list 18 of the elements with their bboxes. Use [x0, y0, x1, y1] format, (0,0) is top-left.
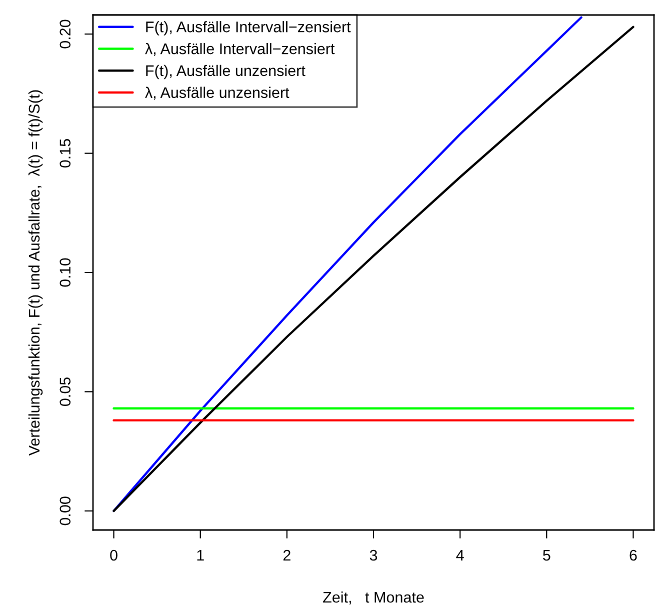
x-tick-label: 1 [197, 550, 204, 561]
legend-label: λ, Ausfälle Intervall−zensiert [145, 42, 335, 56]
y-tick-label: 0.00 [60, 496, 71, 526]
x-tick-label: 0 [110, 550, 118, 561]
x-tick-label: 4 [456, 550, 464, 561]
x-tick-label: 2 [283, 550, 290, 561]
y-axis-title: Verteilungsfunktion, F(t) und Ausfallrate, λ(t) = f(t)/S(t) [28, 90, 43, 456]
x-axis-title: Zeit, t Monate [323, 591, 424, 604]
legend-label: λ, Ausfälle unzensiert [145, 86, 290, 100]
legend-label: F(t), Ausfälle unzensiert [146, 64, 306, 80]
x-tick-label: 3 [370, 550, 378, 561]
y-tick-label: 0.15 [60, 139, 71, 168]
y-tick-label: 0.05 [60, 377, 71, 406]
x-tick-label: 5 [543, 550, 550, 561]
y-tick-label: 0.10 [60, 258, 71, 287]
y-tick-label: 0.20 [60, 20, 71, 48]
legend-label: F(t), Ausfälle Intervall−zensiert [146, 21, 351, 36]
x-tick-label: 6 [630, 550, 637, 561]
